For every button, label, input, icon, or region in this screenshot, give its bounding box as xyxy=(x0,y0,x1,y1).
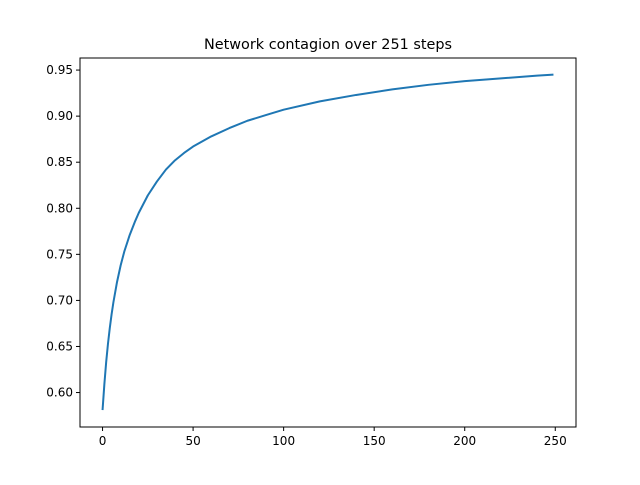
y-tick-label: 0.90 xyxy=(46,109,73,123)
axes-frame xyxy=(79,57,577,428)
plot-area xyxy=(101,73,554,411)
y-tick-label: 0.85 xyxy=(46,155,73,169)
x-tick-label: 150 xyxy=(363,434,386,448)
y-tick-label: 0.60 xyxy=(46,386,73,400)
y-axis: 0.60 0.65 0.70 0.75 0.80 0.85 0.90 0.95 xyxy=(46,63,80,400)
x-tick-label: 0 xyxy=(99,434,107,448)
y-tick-label: 0.70 xyxy=(46,293,73,307)
x-tick-label: 50 xyxy=(185,434,200,448)
series-line-0 xyxy=(101,73,554,411)
x-tick-label: 100 xyxy=(272,434,295,448)
y-tick-label: 0.65 xyxy=(46,339,73,353)
y-tick-label: 0.95 xyxy=(46,63,73,77)
x-tick-label: 250 xyxy=(544,434,567,448)
chart-title: Network contagion over 251 steps xyxy=(204,37,452,53)
y-tick-label: 0.80 xyxy=(46,201,73,215)
y-tick-label: 0.75 xyxy=(46,247,73,261)
x-tick-label: 200 xyxy=(453,434,476,448)
x-axis: 0 50 100 150 200 250 xyxy=(99,427,567,448)
